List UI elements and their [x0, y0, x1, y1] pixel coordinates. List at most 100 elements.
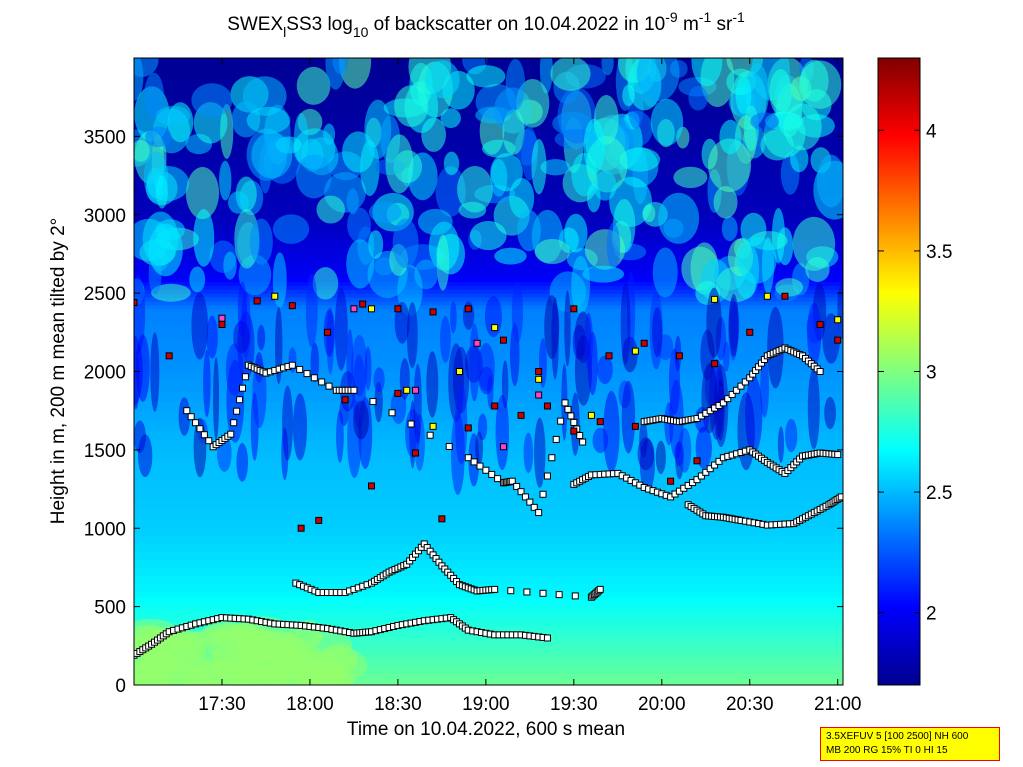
heatmap-patch [424, 60, 460, 99]
data-marker [491, 324, 499, 332]
data-marker [494, 475, 502, 483]
heatmap-streak [353, 400, 369, 440]
heatmap-patch [552, 111, 593, 135]
heatmap-band [134, 449, 843, 461]
heatmap-band [134, 440, 843, 451]
heatmap-streak [572, 324, 586, 360]
data-marker [227, 430, 235, 438]
data-marker [737, 382, 745, 390]
data-marker [741, 378, 749, 386]
data-marker [715, 457, 723, 465]
data-marker [711, 461, 719, 469]
heatmap-patch [274, 662, 333, 685]
data-marker [407, 420, 415, 428]
heatmap-patch [619, 147, 661, 172]
heatmap-patch [272, 214, 310, 244]
heatmap-band [134, 543, 843, 553]
heatmap-streak [620, 282, 631, 366]
data-marker [526, 498, 534, 506]
heatmap-patch [156, 105, 191, 126]
heatmap-band [134, 459, 843, 471]
heatmap-streak [406, 302, 418, 369]
heatmap-streak [336, 409, 344, 463]
heatmap-streak [637, 437, 655, 471]
x-tick-label: 19:30 [550, 694, 598, 715]
heatmap-patch [636, 58, 680, 102]
data-marker [134, 299, 138, 307]
heatmap-streak [487, 374, 494, 409]
heatmap-streak [191, 292, 208, 360]
heatmap-patch [642, 204, 656, 223]
heatmap-streak [706, 287, 722, 358]
heatmap-patch [769, 69, 792, 116]
data-marker [429, 308, 437, 316]
heatmap-patch [534, 238, 570, 265]
heatmap-streak [511, 282, 524, 344]
heatmap-streak [281, 427, 289, 481]
heatmap-streak [621, 380, 636, 454]
data-marker [470, 458, 478, 466]
heatmap-patch [251, 132, 293, 179]
data-marker [576, 432, 584, 440]
data-marker [523, 588, 531, 596]
heatmap-band [134, 673, 843, 680]
data-marker [706, 465, 714, 473]
data-marker [596, 585, 604, 593]
data-marker [605, 352, 613, 360]
heatmap-patch [385, 134, 414, 194]
data-marker [368, 482, 376, 490]
data-marker [570, 427, 578, 435]
data-marker [288, 302, 296, 310]
data-marker [816, 368, 824, 375]
heatmap-band [134, 332, 843, 341]
heatmap-streak [777, 426, 785, 463]
heatmap-band [134, 649, 843, 657]
x-tick-label: 20:00 [638, 694, 686, 715]
data-marker [667, 477, 675, 485]
heatmap-patch [308, 632, 353, 658]
heatmap-band [134, 667, 843, 674]
data-marker [631, 422, 639, 430]
heatmap-band [134, 626, 843, 633]
data-marker [675, 352, 683, 360]
data-marker [429, 422, 437, 430]
heatmap-band [134, 261, 843, 271]
x-tick-label: 17:30 [198, 694, 246, 715]
heatmap-patch [673, 166, 708, 189]
data-marker [310, 374, 318, 382]
heatmap-streak [767, 306, 784, 389]
heatmap-band [134, 498, 843, 510]
data-marker [555, 591, 563, 599]
data-marker [557, 417, 565, 425]
data-marker [288, 361, 296, 369]
data-marker [719, 399, 727, 407]
data-marker [711, 295, 719, 303]
heatmap-streak [426, 351, 439, 418]
data-marker [165, 352, 173, 360]
heatmap-patch [151, 283, 191, 302]
heatmap-streak [310, 342, 320, 383]
data-marker [535, 368, 543, 375]
data-marker [359, 300, 367, 308]
data-marker [476, 462, 484, 470]
data-marker [733, 386, 741, 394]
colorbar-ticks: 2 2.5 3 3.5 4 [878, 121, 952, 625]
data-marker [491, 402, 499, 410]
heatmap-patch [228, 191, 249, 214]
heatmap-band [134, 608, 843, 616]
data-marker [543, 402, 551, 410]
data-marker [571, 592, 579, 600]
heatmap-patch [210, 631, 253, 667]
heatmap-streak [206, 315, 218, 359]
heatmap-patch [249, 218, 273, 265]
colorbar-tick-label: 2.5 [926, 483, 952, 504]
data-marker [464, 305, 472, 313]
heatmap-streak [334, 287, 348, 371]
data-marker [564, 405, 572, 413]
data-marker [724, 395, 732, 403]
heatmap-band [134, 590, 843, 598]
heatmap-streak [134, 420, 146, 454]
heatmap-patch [189, 266, 206, 293]
heatmap-patch [622, 84, 635, 107]
y-tick-label: 1500 [84, 441, 126, 462]
